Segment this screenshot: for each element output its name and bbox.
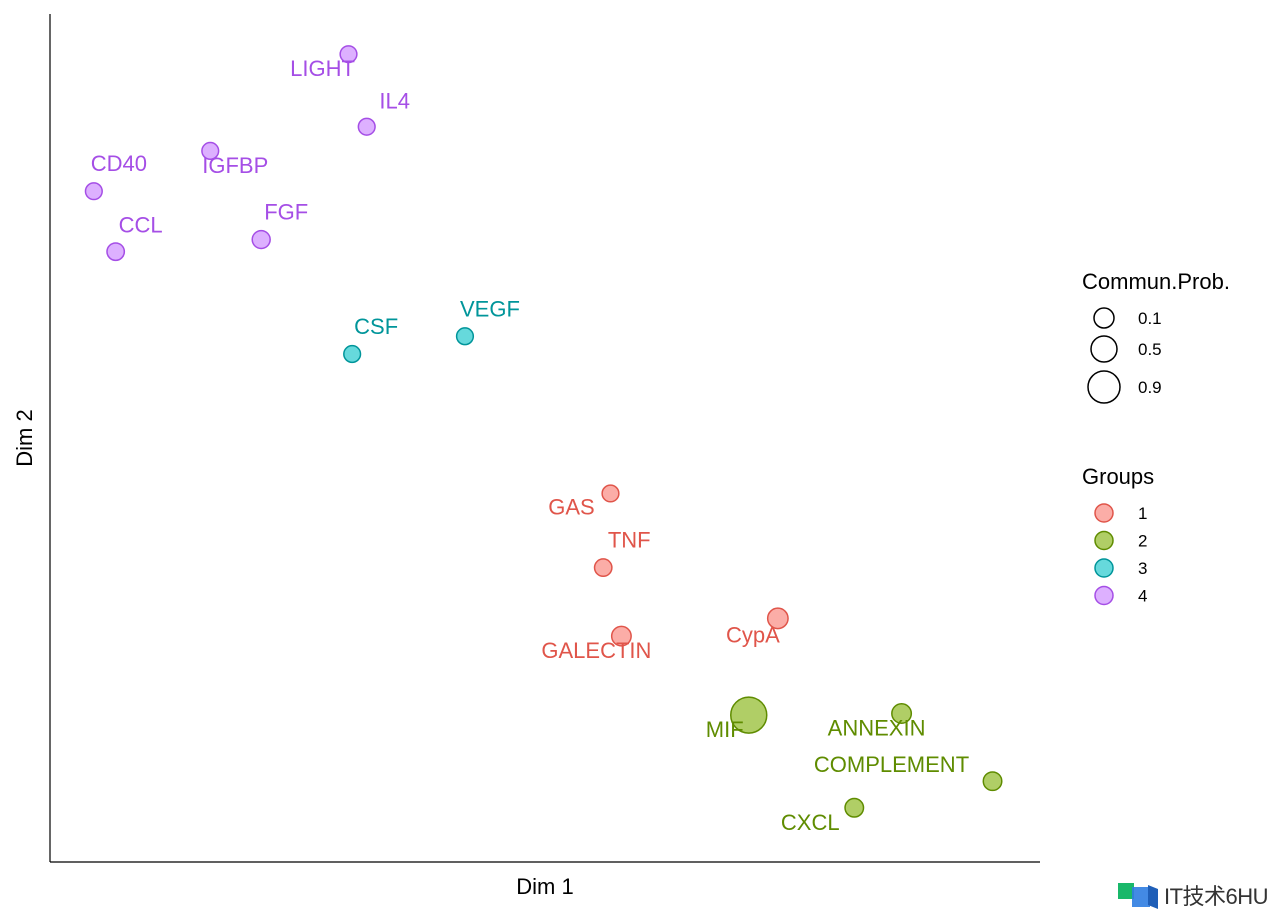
point-light bbox=[339, 45, 358, 64]
point-tnf bbox=[593, 558, 613, 578]
size-legend-label-0.5: 0.5 bbox=[1138, 340, 1162, 359]
point-label-ccl: CCL bbox=[119, 213, 163, 238]
size-legend-key-0.1 bbox=[1093, 307, 1115, 329]
point-cd40 bbox=[84, 182, 103, 201]
point-label-mif: MIF bbox=[706, 717, 744, 742]
point-ccl bbox=[106, 242, 126, 262]
size-legend-key-0.9 bbox=[1087, 370, 1121, 404]
color-legend: Groups 1 2 3 4 bbox=[1082, 464, 1154, 606]
size-legend: Commun.Prob. 0.1 0.5 0.9 bbox=[1082, 269, 1230, 404]
watermark-text: IT技术6HU bbox=[1164, 884, 1269, 909]
point-igfbp bbox=[201, 141, 220, 161]
point-label-light: LIGHT bbox=[290, 56, 355, 81]
color-legend-label-1: 1 bbox=[1138, 504, 1147, 523]
size-legend-label-0.1: 0.1 bbox=[1138, 309, 1162, 328]
watermark-logo-icon bbox=[1118, 883, 1158, 909]
point-label-cd40: CD40 bbox=[91, 151, 147, 176]
color-legend-label-2: 2 bbox=[1138, 532, 1147, 551]
point-label-gas: GAS bbox=[548, 494, 594, 519]
color-legend-key-3 bbox=[1094, 558, 1114, 578]
point-fgf bbox=[251, 229, 271, 250]
watermark: IT技术6HU bbox=[1118, 878, 1269, 912]
color-legend-label-4: 4 bbox=[1138, 587, 1147, 606]
point-label-cxcl: CXCL bbox=[781, 810, 840, 835]
y-axis-title: Dim 2 bbox=[12, 409, 37, 466]
point-mif bbox=[730, 696, 768, 734]
point-il4 bbox=[357, 117, 376, 136]
point-label-annexin: ANNEXIN bbox=[828, 715, 926, 740]
point-cxcl bbox=[844, 797, 865, 818]
point-cypa bbox=[766, 607, 789, 630]
color-legend-label-3: 3 bbox=[1138, 559, 1147, 578]
point-label-vegf: VEGF bbox=[460, 296, 520, 321]
color-legend-key-4 bbox=[1094, 585, 1114, 606]
point-label-cypa: CypA bbox=[726, 622, 780, 647]
size-legend-label-0.9: 0.9 bbox=[1138, 378, 1162, 397]
point-csf bbox=[343, 344, 362, 364]
x-axis-title: Dim 1 bbox=[516, 874, 573, 899]
color-legend-title: Groups bbox=[1082, 464, 1154, 489]
point-label-fgf: FGF bbox=[264, 200, 308, 225]
labels-layer: LIGHT IL4 IGFBP CD40 FGF CCL VEGF CSF GAS TNF CypA… bbox=[91, 56, 969, 835]
color-legend-key-2 bbox=[1094, 530, 1114, 551]
point-label-igfbp: IGFBP bbox=[202, 153, 268, 178]
point-label-csf: CSF bbox=[354, 314, 398, 339]
size-legend-title: Commun.Prob. bbox=[1082, 269, 1230, 294]
size-legend-key-0.5 bbox=[1090, 335, 1118, 363]
point-label-galectin: GALECTIN bbox=[541, 638, 651, 663]
point-label-complement: COMPLEMENT bbox=[814, 752, 969, 777]
point-galectin bbox=[610, 625, 632, 647]
point-gas bbox=[601, 484, 620, 503]
color-legend-key-1 bbox=[1094, 503, 1114, 523]
point-label-tnf: TNF bbox=[608, 528, 651, 553]
points-layer bbox=[84, 45, 1003, 818]
point-annexin bbox=[891, 702, 913, 724]
point-vegf bbox=[455, 327, 475, 346]
point-complement bbox=[982, 771, 1003, 792]
point-label-il4: IL4 bbox=[379, 89, 410, 114]
